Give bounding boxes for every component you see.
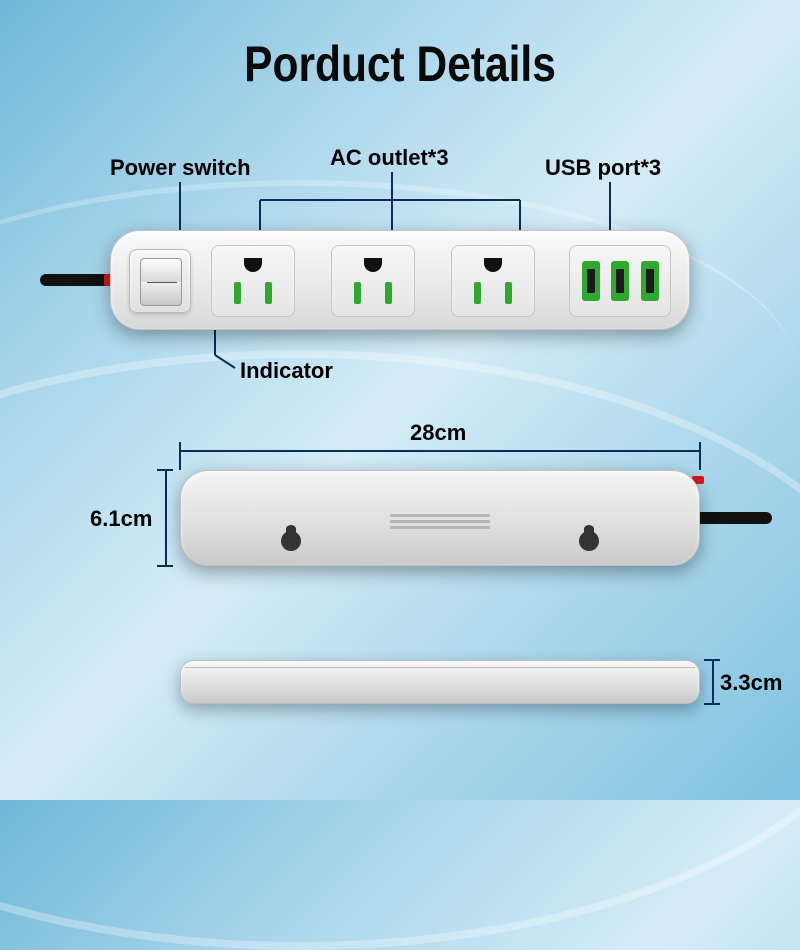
switch-rocker — [140, 258, 182, 306]
label-indicator: Indicator — [240, 358, 333, 384]
dim-line-height — [712, 660, 714, 704]
dim-tick — [704, 703, 720, 705]
dim-line-width — [165, 470, 167, 566]
power-strip-back-view — [180, 470, 700, 566]
dim-tick — [704, 659, 720, 661]
usb-block — [569, 245, 671, 317]
dim-line-length — [180, 450, 700, 452]
label-ac-outlet: AC outlet*3 — [330, 145, 449, 171]
dim-height: 3.3cm — [720, 670, 782, 696]
page-title: Porduct Details — [60, 35, 740, 93]
power-strip-side-view — [180, 660, 700, 704]
power-strip-front-view — [110, 230, 690, 330]
dim-length: 28cm — [410, 420, 466, 446]
usb-port-3 — [641, 261, 659, 301]
usb-port-1 — [582, 261, 600, 301]
dim-tick — [157, 469, 173, 471]
mount-keyhole-1 — [281, 531, 301, 551]
cable-back — [694, 512, 772, 524]
ac-outlet-2 — [331, 245, 415, 317]
cable-front — [40, 274, 112, 286]
usb-port-2 — [611, 261, 629, 301]
ac-outlet-1 — [211, 245, 295, 317]
dim-tick — [179, 442, 181, 470]
dim-tick — [699, 442, 701, 470]
ac-outlet-3 — [451, 245, 535, 317]
back-vent-lines — [390, 511, 490, 531]
label-usb-port: USB port*3 — [545, 155, 661, 181]
dim-width: 6.1cm — [90, 506, 152, 532]
dim-tick — [157, 565, 173, 567]
power-switch — [129, 249, 191, 313]
mount-keyhole-2 — [579, 531, 599, 551]
label-power-switch: Power switch — [110, 155, 251, 181]
